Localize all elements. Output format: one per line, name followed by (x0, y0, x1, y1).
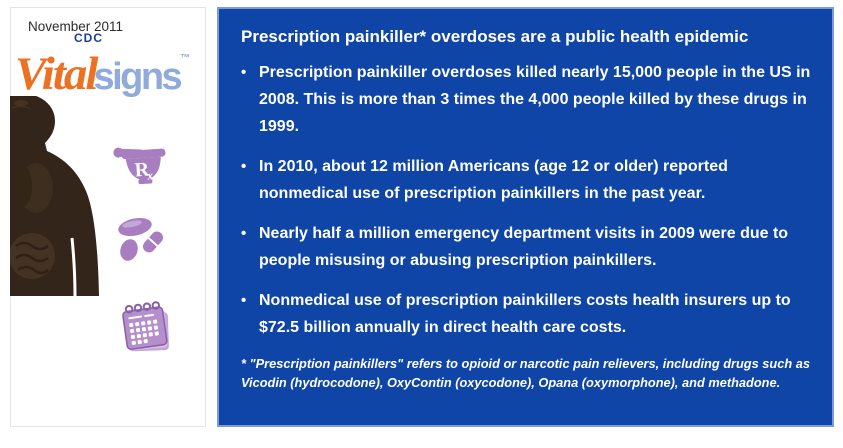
fact-bullet: • Nonmedical use of prescription painkil… (241, 287, 816, 341)
fact-bullet: • Nearly half a million emergency depart… (241, 220, 816, 274)
issue-date: November 2011 (28, 19, 124, 34)
bullet-marker: • (241, 292, 247, 309)
logo-cdc-text: CDC (73, 31, 104, 45)
pills-icon (118, 217, 164, 261)
bullet-marker: • (241, 225, 247, 242)
bullet-text: Nearly half a million emergency departme… (259, 225, 789, 269)
bullet-text: Prescription painkiller overdoses killed… (259, 64, 811, 135)
logo-vital-text: Vital (15, 48, 98, 100)
mortar-pestle-rx-icon: R x (113, 147, 166, 185)
svg-text:x: x (147, 168, 154, 182)
fact-bullet: • In 2010, about 12 million Americans (a… (241, 153, 816, 207)
fact-bullet: • Prescription painkiller overdoses kill… (241, 59, 816, 140)
cdc-vitalsigns-logo: Vitalsigns™ CDC (15, 31, 190, 98)
bullet-text: Nonmedical use of prescription painkille… (259, 292, 791, 336)
svg-text:R: R (134, 159, 150, 182)
body-silhouette-image (10, 96, 99, 296)
logo-trademark: ™ (180, 53, 191, 64)
logo-signs-text: signs™ (93, 53, 191, 98)
masthead-panel: November 2011 Vitalsigns™ CDC R (10, 7, 206, 427)
bullet-marker: • (241, 64, 247, 81)
bullet-text: In 2010, about 12 million Americans (age… (259, 158, 728, 202)
fact-bullet-list: • Prescription painkiller overdoses kill… (241, 59, 816, 341)
panel-title: Prescription painkiller* overdoses are a… (241, 27, 749, 46)
bullet-marker: • (241, 158, 247, 175)
footnote: * "Prescription painkillers" refers to o… (241, 356, 810, 390)
calendar-icon (122, 301, 169, 352)
facts-panel: Prescription painkiller* overdoses are a… (217, 7, 834, 427)
